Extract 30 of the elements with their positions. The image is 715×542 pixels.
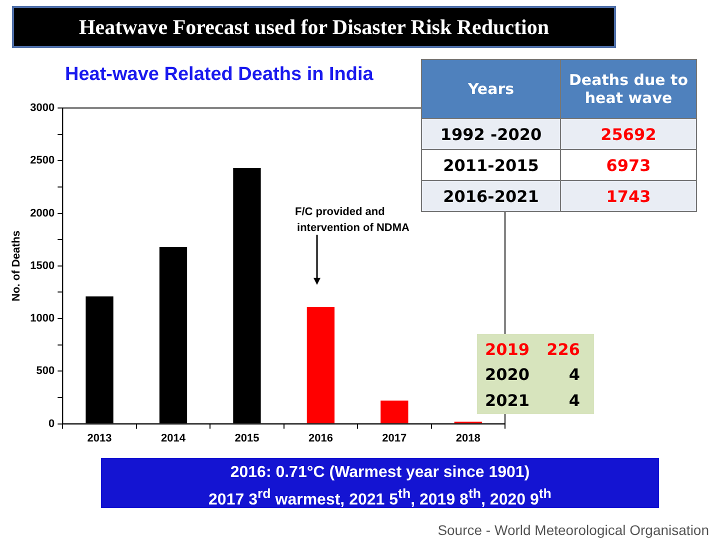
x-tick-label: 2017: [382, 432, 407, 444]
x-tick-label: 2014: [161, 432, 186, 444]
chart-subtitle: Heat-wave Related Deaths in India: [65, 64, 374, 86]
source-note: Source - World Meteorological Organisation: [438, 522, 709, 538]
y-tick-label: 500: [36, 365, 55, 378]
x-tick-label: 2013: [87, 432, 112, 444]
summary-table: Years Deaths due to heat wave 1992 -2020 25692 2011-2015 6973 2016-2021 1743: [421, 59, 697, 212]
y-tick-label: 0: [48, 418, 55, 430]
y-tick-label: 1500: [30, 260, 55, 272]
bar: [380, 400, 408, 424]
annotation: 1992 -2020: [422, 118, 560, 150]
y-tick-label: 1000: [30, 312, 55, 325]
text: 2017 3$^{rd}$ warmest, 2021 5$^{th}$, 2019 8$^{th}$, 2020 9$^{th}$: [208, 486, 552, 508]
y-axis-title: No. of Deaths: [10, 230, 23, 302]
annotation: 2016-2021: [422, 180, 560, 212]
x-tick-label: 2015: [234, 432, 260, 444]
bar: [306, 306, 335, 424]
y-tick-label: 3000: [30, 102, 55, 114]
x-tick-label: 2018: [456, 432, 480, 444]
annotation: 2011-2015: [422, 150, 560, 180]
x-tick-label: 2016: [308, 432, 333, 444]
annotation: 2020: [485, 365, 531, 386]
y-tick-label: 2000: [30, 207, 55, 220]
annotation: 2019: [485, 340, 531, 361]
year-box: 2019 226 2020 4 2021 4: [477, 334, 594, 414]
text: 2016: 0.71°C (Warmest year since 1901): [230, 464, 530, 481]
annotation: F/C provided and intervention of NDMA: [295, 206, 410, 234]
y-tick-label: 2500: [30, 154, 55, 167]
annotation: 2021: [485, 390, 531, 412]
chart-title: Heatwave Forecast used for Disaster Risk Reduction: [12, 6, 616, 48]
